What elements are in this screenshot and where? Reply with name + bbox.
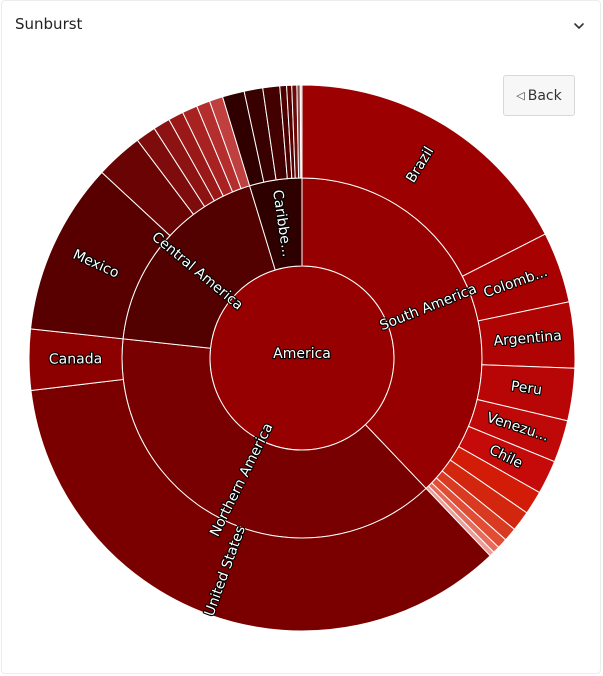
sunburst-country-label-argentina: Argentina	[493, 328, 562, 350]
panel-title: Sunburst	[15, 15, 83, 33]
sunburst-country-united-states[interactable]	[30, 378, 491, 632]
sunburst-country-label-canada: Canada	[49, 351, 102, 367]
panel-header[interactable]: Sunburst	[2, 1, 600, 51]
sunburst-country-label-peru: Peru	[510, 378, 543, 398]
sunburst-center-label: America	[273, 346, 331, 362]
triangle-left-icon: ◁	[516, 89, 525, 102]
back-button-label: Back	[527, 87, 562, 104]
back-button[interactable]: ◁ Back	[503, 75, 575, 116]
sunburst-country-country-3-7[interactable]	[299, 84, 303, 179]
chevron-down-icon[interactable]	[572, 19, 586, 33]
